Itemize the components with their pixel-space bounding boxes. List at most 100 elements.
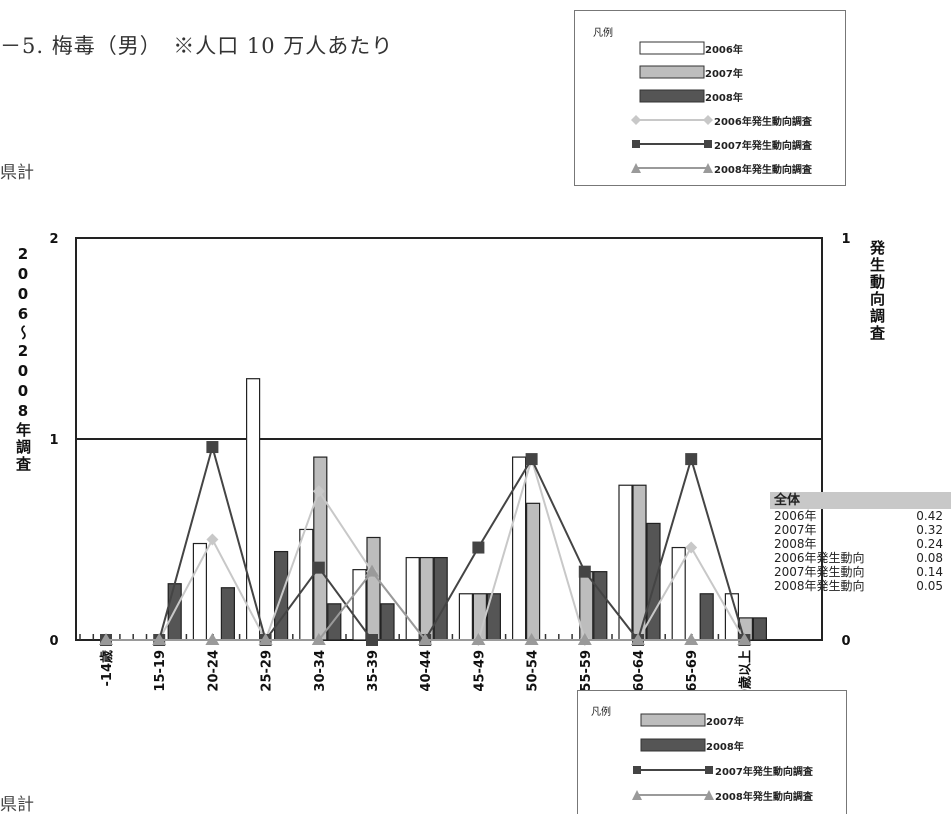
summary-row-value: 0.05 xyxy=(916,579,943,593)
line-marker xyxy=(685,541,698,554)
line-marker xyxy=(312,485,325,498)
left-axis-tick: 0 xyxy=(49,634,58,649)
legend-label: 2006年発生動向調査 xyxy=(714,116,812,128)
line-marker xyxy=(206,533,219,546)
legend-swatch xyxy=(639,41,705,55)
summary-row-value: 0.14 xyxy=(916,565,943,579)
summary-row-label: 2006年発生動向 xyxy=(774,551,865,565)
summary-row: 2008年 0.24 xyxy=(770,537,951,551)
summary-row-value: 0.08 xyxy=(916,551,943,565)
summary-row: 2007年 0.32 xyxy=(770,523,951,537)
bar xyxy=(313,456,328,641)
bar xyxy=(405,556,420,641)
legend-label: 2008年発生動向調査 xyxy=(715,791,813,803)
right-axis-tick: 1 xyxy=(841,232,850,247)
legend-top: 凡例 2006年 2007年 2008年 2006年発生動向調査 2007年発生動向調査… xyxy=(574,10,846,186)
legend-item: 2007年 xyxy=(639,63,743,81)
line-marker xyxy=(152,633,167,645)
category-label: 65-69 xyxy=(685,650,700,692)
left-axis-tick: 1 xyxy=(49,433,58,448)
legend-item: 2008年発生動向調査 xyxy=(630,159,812,177)
category-label: 55-59 xyxy=(579,650,594,692)
page-title: －5. 梅毒（男） ※人口 10 万人あたり xyxy=(0,34,394,58)
summary-row-label: 2007年発生動向 xyxy=(774,565,865,579)
line-marker xyxy=(418,633,433,645)
line-marker xyxy=(631,633,645,645)
summary-row-value: 0.24 xyxy=(916,537,943,551)
legend-label: 2007年 xyxy=(705,68,743,80)
line-marker xyxy=(472,541,485,554)
left-axis-label-text: 2006～2008年調査 xyxy=(14,245,32,473)
bar xyxy=(352,569,367,641)
summary-row-value: 0.42 xyxy=(916,509,943,523)
legend-item: 2008年 xyxy=(640,736,744,754)
summary-row-label: 2007年 xyxy=(774,523,817,537)
summary-row-value: 0.32 xyxy=(916,523,943,537)
bar xyxy=(327,603,342,641)
right-axis-tick: 0 xyxy=(841,634,850,649)
category-label: -14歳 xyxy=(99,650,115,687)
bar xyxy=(220,587,235,641)
legend-item: 2006年発生動向調査 xyxy=(630,111,812,129)
left-axis-label: 2006～2008年調査 xyxy=(8,245,34,473)
legend-label: 2008年発生動向調査 xyxy=(714,164,812,176)
summary-row: 2006年発生動向 0.08 xyxy=(770,551,951,565)
legend-label: 2008年 xyxy=(705,92,743,104)
category-label: 25-29 xyxy=(260,650,275,692)
line-marker xyxy=(312,561,325,574)
summary-table: 全体 2006年 0.42 2007年 0.32 2008年 0.24 2006年発生動向 0… xyxy=(770,492,951,593)
bar xyxy=(458,593,473,641)
summary-row-label: 2008年 xyxy=(774,537,817,551)
summary-row: 2006年 0.42 xyxy=(770,509,951,523)
category-label: 40-44 xyxy=(419,650,434,692)
bar xyxy=(192,542,207,641)
line-marker xyxy=(525,453,538,466)
category-label: 15-19 xyxy=(153,650,168,692)
line-marker xyxy=(524,633,539,645)
category-label: 30-34 xyxy=(313,650,328,692)
legend-swatch xyxy=(631,115,713,125)
legend-label: 2006年 xyxy=(705,44,743,56)
line-marker xyxy=(685,453,698,466)
line-marker xyxy=(737,633,752,645)
bar xyxy=(380,603,395,641)
line-marker xyxy=(365,564,379,577)
line-marker xyxy=(366,634,378,646)
legend-bottom: 凡例 2007年 2008年 2007年発生動向調査 2008年発生動向調査 xyxy=(577,690,847,814)
legend-swatch xyxy=(632,790,714,800)
category-label: 20-24 xyxy=(206,650,221,692)
category-label: 35-39 xyxy=(366,650,381,692)
bar xyxy=(433,556,448,641)
category-label: 45-49 xyxy=(472,650,487,692)
section-label-bottom: 県計 xyxy=(0,795,34,815)
summary-row-label: 2008年発生動向 xyxy=(774,579,865,593)
legend-item: 2008年 xyxy=(639,87,743,105)
legend-label: 2007年 xyxy=(706,716,744,728)
legend-item: 2006年 xyxy=(639,39,743,57)
line-marker xyxy=(684,633,699,645)
bar xyxy=(752,617,768,641)
bar xyxy=(699,593,714,641)
legend-swatch xyxy=(639,65,705,79)
legend-swatch xyxy=(631,163,713,173)
summary-header: 全体 xyxy=(770,492,951,509)
line-marker xyxy=(99,633,113,645)
line-marker xyxy=(471,633,486,645)
legend-bottom-title: 凡例 xyxy=(591,707,611,718)
bar xyxy=(593,571,608,641)
legend-swatch xyxy=(640,713,706,727)
line-marker xyxy=(206,441,219,454)
right-axis-label-text: 発生動向調査 xyxy=(868,240,886,342)
line-marker xyxy=(578,565,591,578)
legend-swatch xyxy=(632,140,712,148)
summary-row-label: 2006年 xyxy=(774,509,817,523)
left-axis-tick: 2 xyxy=(49,232,58,247)
legend-item: 2007年 xyxy=(640,711,744,729)
right-axis-label: 発生動向調査 xyxy=(862,240,888,342)
bar xyxy=(366,536,381,641)
legend-swatch xyxy=(639,89,705,103)
legend-item: 2008年発生動向調査 xyxy=(631,786,813,804)
line-marker xyxy=(577,633,592,645)
legend-label: 2007年発生動向調査 xyxy=(715,766,813,778)
category-label: 60-64 xyxy=(632,650,647,692)
